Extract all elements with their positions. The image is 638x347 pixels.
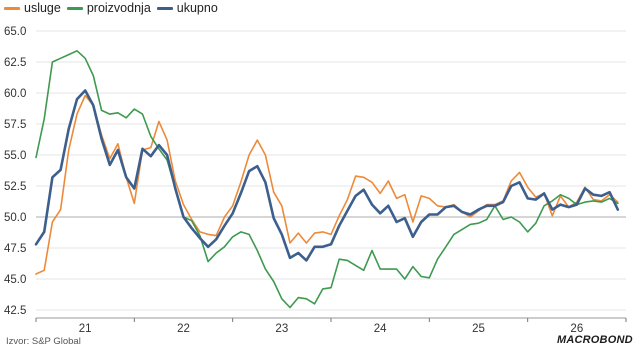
y-tick-label: 62.5 (4, 57, 26, 69)
y-tick-label: 52.5 (4, 181, 26, 193)
legend-item-ukupno: ukupno (156, 1, 218, 15)
legend-swatch-ukupno (156, 6, 173, 10)
y-tick-label: 47.5 (4, 243, 26, 255)
legend: usluge proizvodnja ukupno (4, 0, 224, 16)
legend-label-ukupno: ukupno (176, 1, 218, 15)
legend-item-proizvodnja: proizvodnja (66, 1, 151, 15)
y-tick-label: 55.0 (4, 150, 26, 162)
y-axis: 42.5 45.0 47.5 50.0 52.5 55.0 57.5 60.0 62.5 65.0 (4, 26, 26, 317)
legend-swatch-usluge (4, 6, 20, 10)
x-tick-label: 22 (177, 323, 190, 335)
series-line-proizvodnja (35, 50, 619, 309)
series-line-ukupno (34, 89, 620, 262)
x-tick-label: 23 (275, 323, 288, 335)
brand-logo: MACROBOND (557, 334, 633, 346)
x-tick-label: 24 (374, 323, 387, 335)
y-tick-label: 45.0 (4, 274, 26, 286)
legend-label-usluge: usluge (24, 1, 61, 15)
y-tick-label: 60.0 (4, 88, 26, 100)
y-tick-label: 50.0 (4, 212, 26, 224)
x-tick-label: 25 (472, 323, 485, 335)
legend-item-usluge: usluge (4, 1, 61, 15)
series-lines (34, 50, 620, 309)
y-tick-label: 65.0 (4, 26, 26, 38)
legend-swatch-proizvodnja (66, 6, 83, 10)
x-tick-label: 21 (79, 323, 92, 335)
legend-label-proizvodnja: proizvodnja (86, 1, 151, 15)
source-note: Izvor: S&P Global (6, 336, 81, 347)
x-tick-label: 26 (570, 323, 583, 335)
y-tick-label: 57.5 (4, 119, 26, 131)
y-tick-label: 42.5 (4, 305, 26, 317)
x-axis: 21 22 23 24 25 26 (35, 317, 627, 335)
series-line-usluge (35, 94, 619, 275)
